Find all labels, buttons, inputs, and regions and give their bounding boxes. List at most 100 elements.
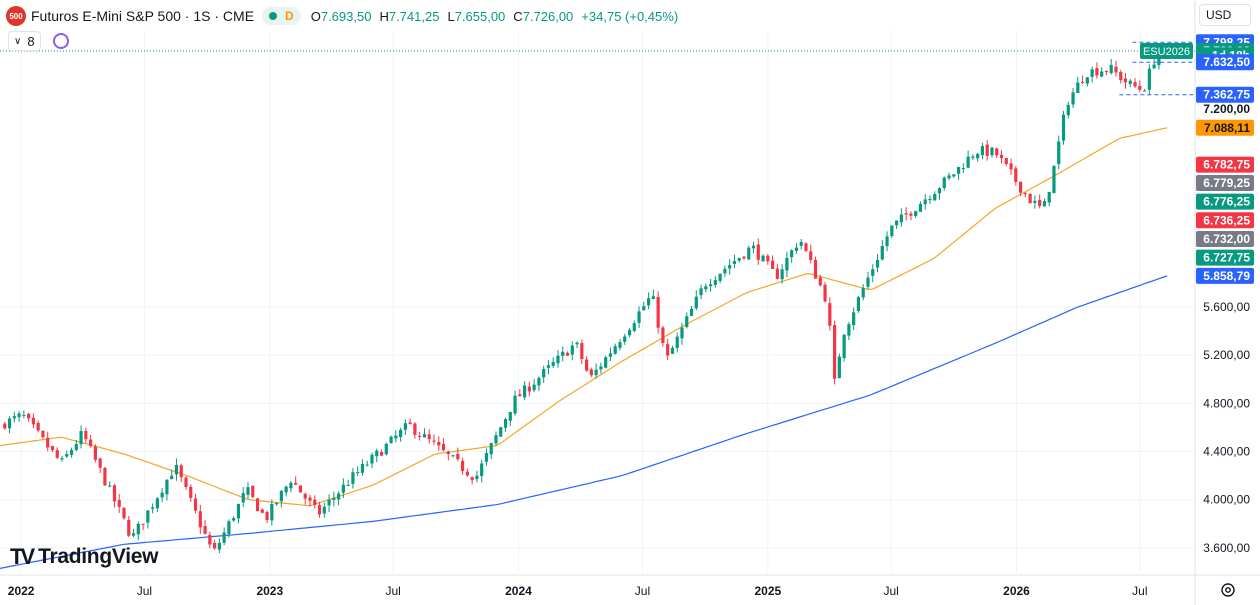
candle-body xyxy=(122,507,126,519)
candle-body xyxy=(1152,64,1156,69)
tradingview-brand[interactable]: TV TradingView xyxy=(10,544,158,570)
candle-body xyxy=(675,336,679,348)
candle-body xyxy=(770,260,775,269)
candle-body xyxy=(561,351,565,356)
market-status-pill[interactable]: D xyxy=(262,7,301,25)
candle-body xyxy=(270,503,274,521)
candle-body xyxy=(1057,141,1061,165)
candle-body xyxy=(255,498,260,512)
candle-body xyxy=(351,472,355,484)
candle-body xyxy=(360,463,365,473)
candle-body xyxy=(761,255,765,262)
candle-body xyxy=(370,454,374,464)
candle-body xyxy=(1076,82,1080,94)
indicator-count: 8 xyxy=(27,33,35,49)
ohlc-high-value: 7.741,25 xyxy=(388,8,440,24)
candle-body xyxy=(604,357,608,368)
candle-body xyxy=(689,308,694,316)
x-tick-label: 2026 xyxy=(1003,584,1030,598)
candle-body xyxy=(914,211,918,217)
candle-body xyxy=(933,193,937,201)
candle-body xyxy=(565,352,570,356)
candle-body xyxy=(1052,165,1056,194)
candle-body xyxy=(151,507,155,509)
candle-body xyxy=(198,511,202,528)
candle-body xyxy=(1033,200,1037,203)
x-tick-label: Jul xyxy=(137,584,152,598)
candle-body xyxy=(1104,70,1109,72)
indicators-collapse-button[interactable]: ∨ 8 xyxy=(8,31,41,51)
candle-body xyxy=(227,521,231,535)
candle-body xyxy=(513,395,517,414)
tradingview-logo-icon: TV xyxy=(10,544,35,569)
candle-body xyxy=(599,366,603,370)
candle-body xyxy=(384,443,388,455)
candle-body xyxy=(1128,80,1132,84)
candle-body xyxy=(141,523,145,525)
candle-body xyxy=(375,450,379,457)
candle-body xyxy=(84,430,88,440)
price-label-bg xyxy=(1196,174,1254,191)
candle-body xyxy=(427,434,431,440)
candle-body xyxy=(189,486,193,498)
candle-body xyxy=(980,146,985,156)
candle-body xyxy=(866,277,870,287)
candle-body xyxy=(179,465,183,478)
symbol-legend: 500 Futuros E-Mini S&P 500 · 1S · CME D … xyxy=(6,4,678,28)
candle-body xyxy=(890,225,894,237)
candle-body xyxy=(74,444,78,450)
candle-body xyxy=(899,214,903,223)
candle-body xyxy=(303,493,307,499)
price-label: 6.782,75 xyxy=(1203,158,1250,172)
price-label: 7.362,75 xyxy=(1203,88,1250,102)
symbol-title[interactable]: Futuros E-Mini S&P 500 · 1S · CME xyxy=(31,8,255,24)
price-label-bg xyxy=(1196,86,1254,103)
y-tick-label: 5.200,00 xyxy=(1203,348,1250,362)
candle-body xyxy=(666,344,670,356)
candle-body xyxy=(708,284,713,287)
candle-body xyxy=(1004,157,1008,164)
candle-body xyxy=(27,413,31,419)
candle-body xyxy=(203,526,207,534)
symbol-logo-icon[interactable]: 500 xyxy=(6,6,26,26)
candle-body xyxy=(804,243,808,251)
ohlc-open: O7.693,50 xyxy=(311,9,372,24)
candle-body xyxy=(337,493,341,500)
candle-body xyxy=(279,490,283,502)
gear-icon[interactable] xyxy=(1220,582,1236,598)
candle-body xyxy=(422,434,427,438)
candle-body xyxy=(251,485,255,497)
candle-body xyxy=(556,355,560,364)
currency-selector[interactable]: USD xyxy=(1199,4,1251,26)
candle-body xyxy=(1123,78,1128,83)
candle-body xyxy=(1090,69,1094,77)
candle-body xyxy=(551,362,555,366)
candle-body xyxy=(971,156,975,158)
candle-body xyxy=(680,327,684,339)
candle-body xyxy=(942,177,946,189)
candle-body xyxy=(766,255,770,262)
candle-body xyxy=(50,446,55,451)
price-label: 7.200,00 xyxy=(1203,102,1250,116)
candle-body xyxy=(89,439,93,446)
candle-body xyxy=(956,167,961,174)
candle-body xyxy=(275,502,279,505)
candle-body xyxy=(165,479,169,495)
candle-body xyxy=(7,418,12,429)
candle-body xyxy=(503,419,508,428)
candle-body xyxy=(65,454,69,457)
candle-body xyxy=(1047,191,1051,203)
candle-body xyxy=(418,435,422,437)
candle-body xyxy=(885,236,889,247)
candle-body xyxy=(723,268,727,274)
candle-body xyxy=(861,288,865,298)
candle-body xyxy=(670,347,675,354)
candle-body xyxy=(523,385,527,398)
indicator-row: ∨ 8 xyxy=(8,31,69,51)
candle-body xyxy=(785,257,789,271)
refresh-icon[interactable] xyxy=(52,33,69,49)
x-tick-label: Jul xyxy=(635,584,650,598)
candle-body xyxy=(828,303,832,326)
candle-body xyxy=(22,414,26,416)
